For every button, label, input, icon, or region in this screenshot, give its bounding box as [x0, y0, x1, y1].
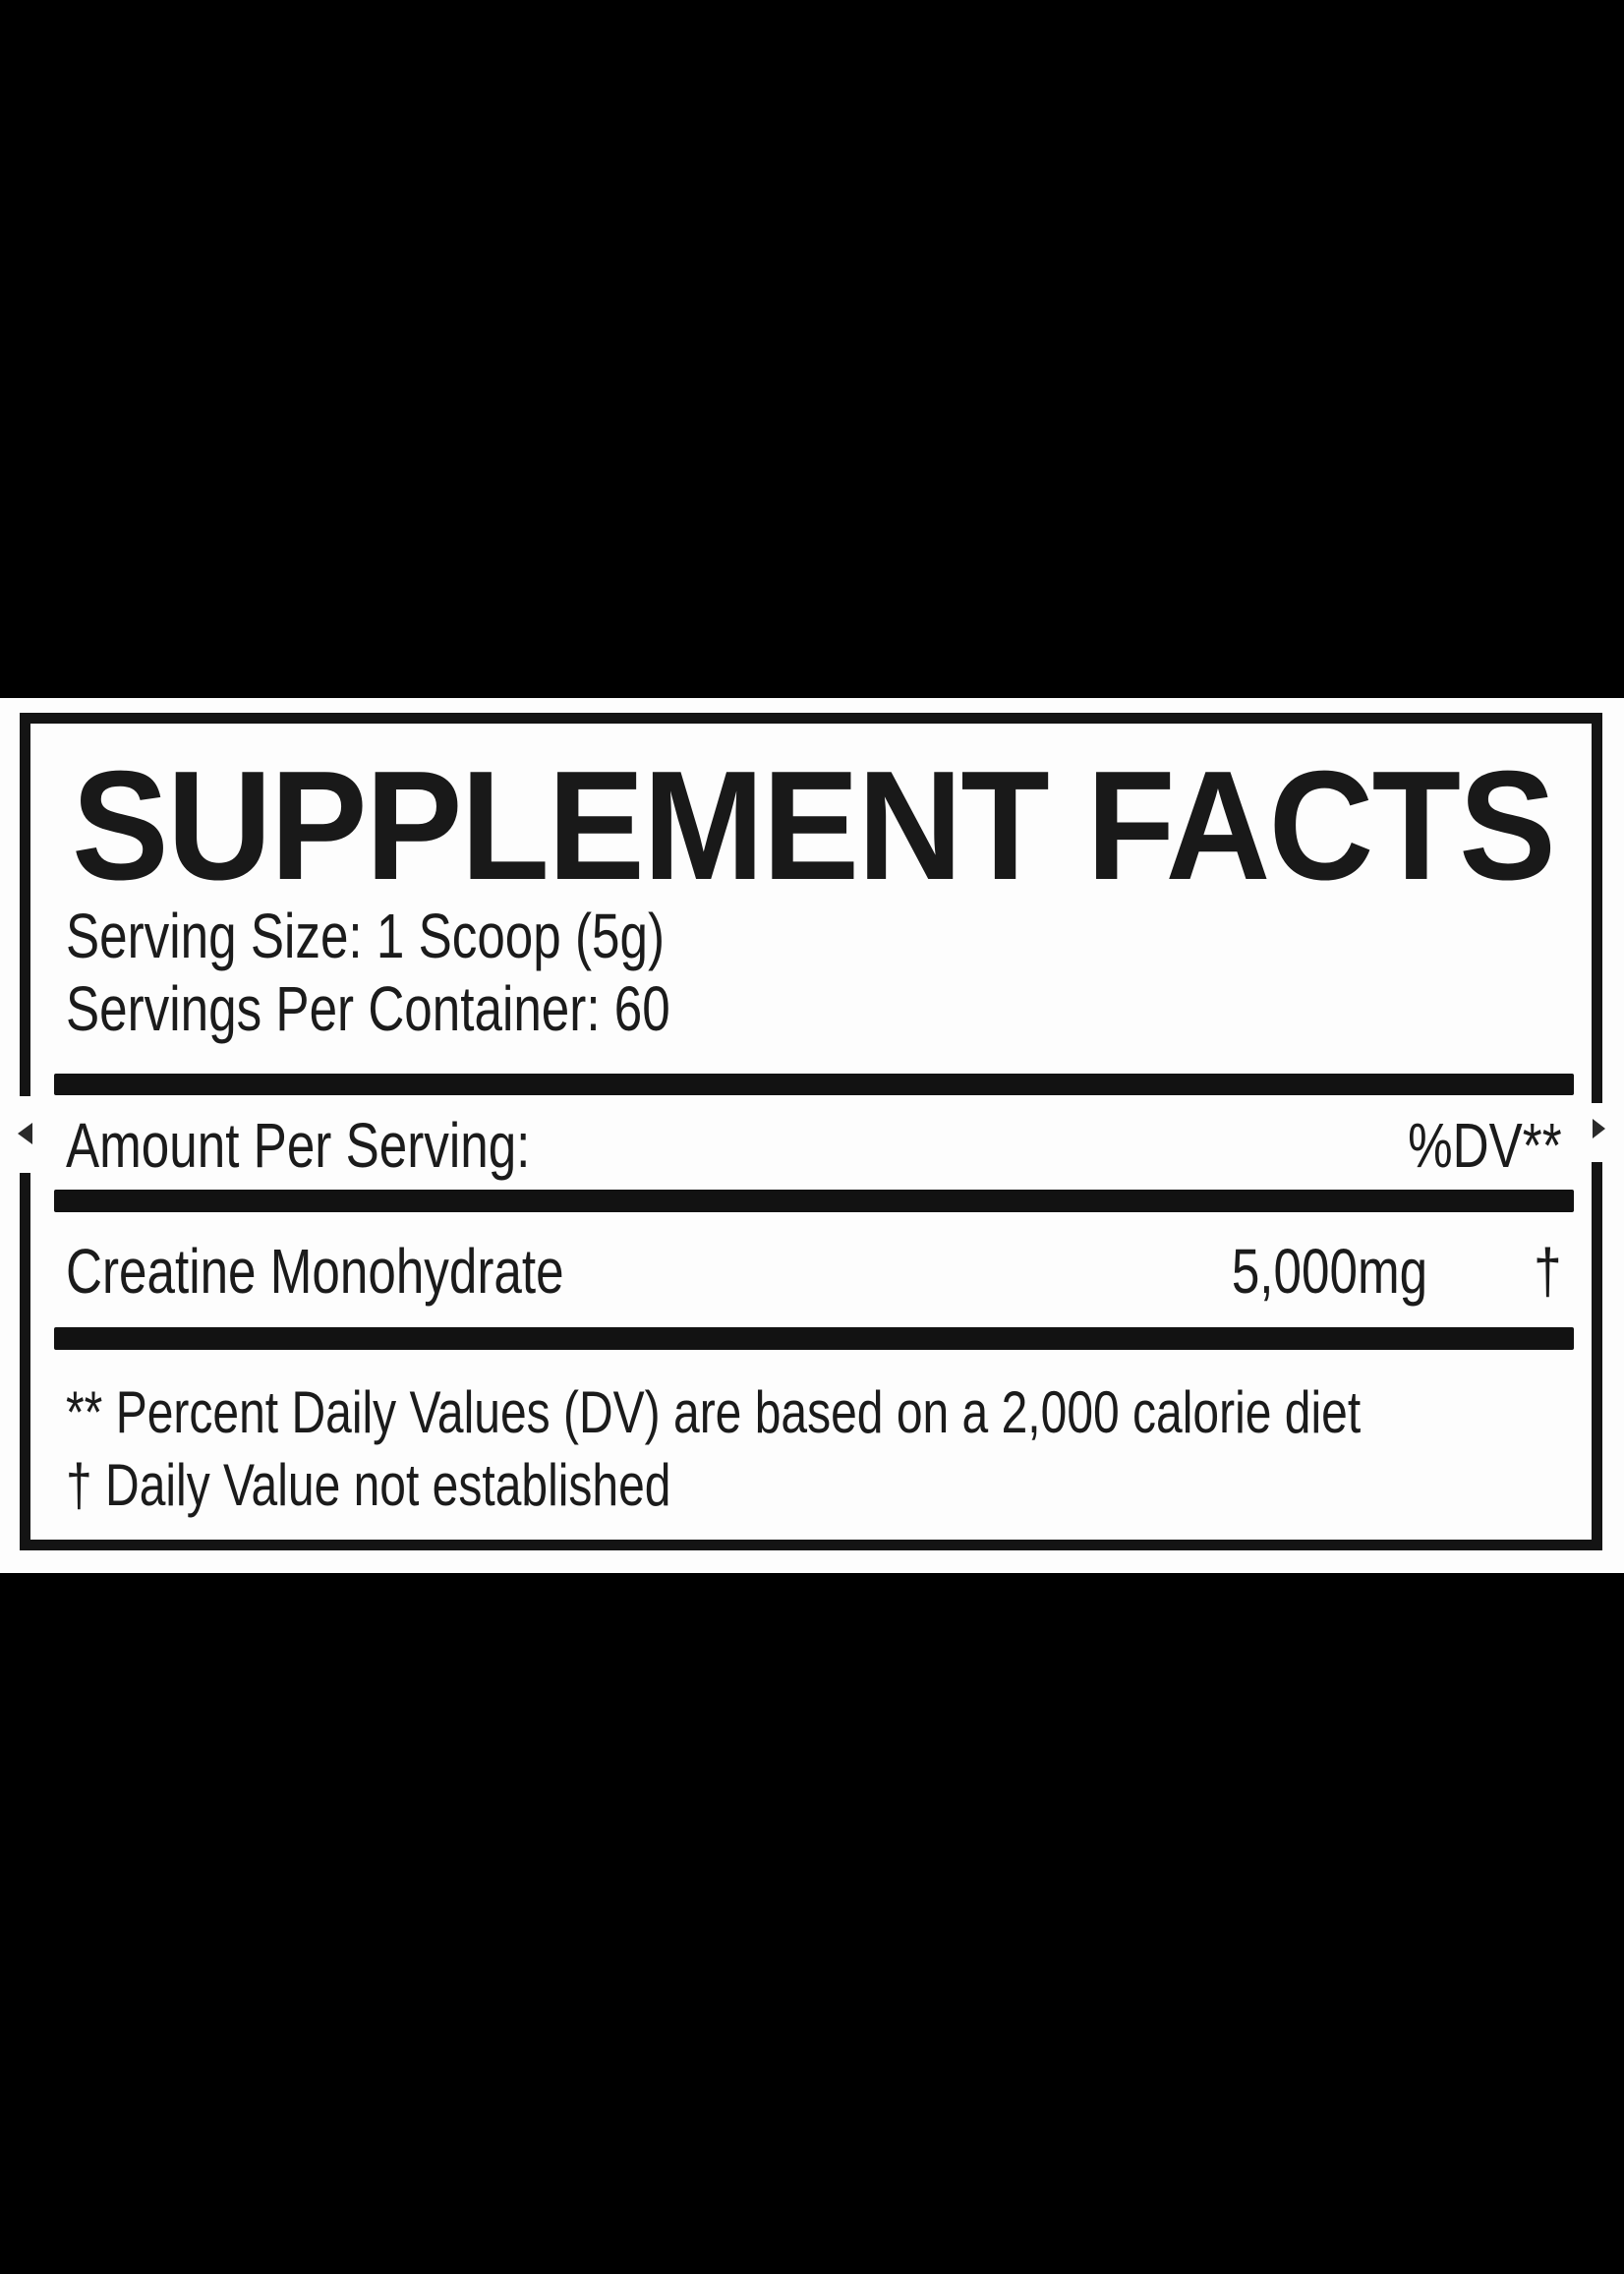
serving-size-text: Serving Size: 1 Scoop (5g): [66, 901, 666, 971]
thick-divider-bar-top: [54, 1074, 1574, 1095]
amount-per-serving-label: Amount Per Serving:: [66, 1110, 531, 1181]
ingredient-dv-symbol: †: [1534, 1236, 1562, 1307]
label-title-graphic: SUPPLEMENT FACTS: [72, 761, 1554, 891]
ingredient-dv-cell: †: [1427, 1235, 1562, 1308]
ingredient-amount: 5,000mg: [1231, 1236, 1427, 1307]
ingredient-name-cell: Creatine Monohydrate: [66, 1235, 1183, 1308]
label-content: SUPPLEMENT FACTS Serving Size: 1 Scoop (…: [54, 698, 1574, 1573]
footnote-dv-text: ** Percent Daily Values (DV) are based o…: [66, 1379, 1362, 1445]
footnote-dagger-text: † Daily Value not established: [66, 1452, 671, 1518]
ingredient-amount-cell: 5,000mg: [1183, 1235, 1427, 1308]
footnote-dv-line: ** Percent Daily Values (DV) are based o…: [66, 1378, 1562, 1446]
thick-divider-bar-middle: [54, 1190, 1574, 1212]
serving-size-line: Serving Size: 1 Scoop (5g): [66, 901, 1562, 971]
ingredient-row: Creatine Monohydrate 5,000mg †: [66, 1232, 1562, 1311]
footnote-dagger-line: † Daily Value not established: [66, 1451, 1562, 1519]
supplement-label-panel: SUPPLEMENT FACTS Serving Size: 1 Scoop (…: [0, 698, 1624, 1573]
thick-divider-bar-bottom: [54, 1327, 1574, 1350]
servings-per-container-line: Servings Per Container: 60: [66, 973, 1562, 1044]
percent-dv-header: %DV**: [1408, 1110, 1563, 1181]
ingredient-name: Creatine Monohydrate: [66, 1236, 564, 1307]
servings-per-container-text: Servings Per Container: 60: [66, 973, 670, 1044]
amount-header-row: Amount Per Serving: %DV**: [66, 1106, 1562, 1185]
label-title: SUPPLEMENT FACTS: [72, 761, 1554, 891]
